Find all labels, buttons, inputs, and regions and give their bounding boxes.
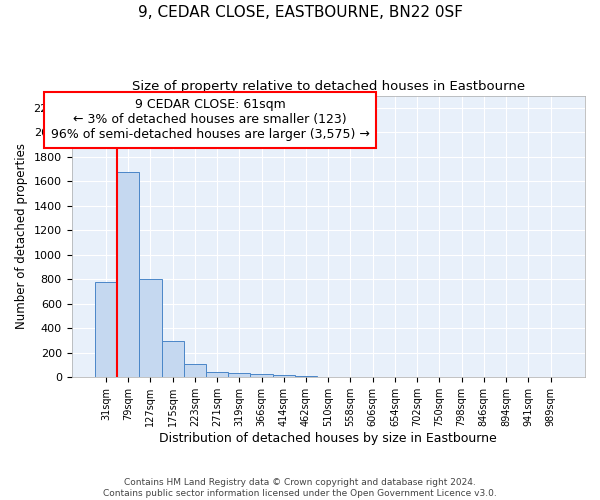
- Bar: [295, 376, 317, 378]
- Text: 9, CEDAR CLOSE, EASTBOURNE, BN22 0SF: 9, CEDAR CLOSE, EASTBOURNE, BN22 0SF: [137, 5, 463, 20]
- Bar: [362, 376, 384, 378]
- Bar: [206, 372, 228, 378]
- Y-axis label: Number of detached properties: Number of detached properties: [15, 144, 28, 330]
- Bar: [161, 341, 184, 378]
- Bar: [317, 376, 340, 378]
- Bar: [228, 373, 250, 378]
- Bar: [139, 280, 161, 378]
- Text: Contains HM Land Registry data © Crown copyright and database right 2024.
Contai: Contains HM Land Registry data © Crown c…: [103, 478, 497, 498]
- Bar: [272, 375, 295, 378]
- Bar: [95, 282, 117, 378]
- Title: Size of property relative to detached houses in Eastbourne: Size of property relative to detached ho…: [132, 80, 525, 93]
- Bar: [250, 374, 272, 378]
- X-axis label: Distribution of detached houses by size in Eastbourne: Distribution of detached houses by size …: [160, 432, 497, 445]
- Text: 9 CEDAR CLOSE: 61sqm
← 3% of detached houses are smaller (123)
96% of semi-detac: 9 CEDAR CLOSE: 61sqm ← 3% of detached ho…: [51, 98, 370, 142]
- Bar: [340, 376, 362, 378]
- Bar: [184, 364, 206, 378]
- Bar: [117, 172, 139, 378]
